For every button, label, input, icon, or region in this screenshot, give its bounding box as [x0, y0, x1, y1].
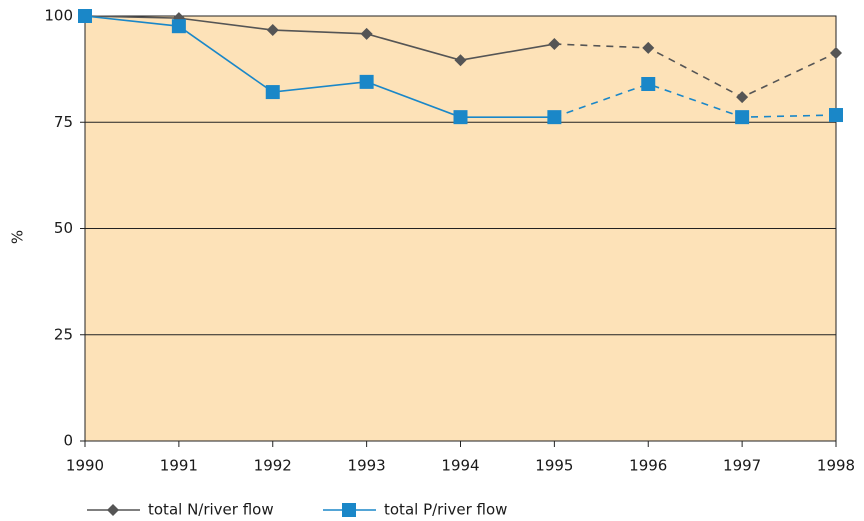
y-tick-label: 75	[54, 113, 73, 131]
marker	[547, 110, 562, 125]
marker	[78, 9, 92, 23]
x-tick-label: 1990	[66, 457, 104, 475]
y-tick-label: 0	[63, 432, 73, 450]
dashed-line	[554, 83, 837, 118]
x-tick-label: 1996	[629, 457, 667, 475]
marker	[266, 24, 279, 37]
dashed-line	[554, 43, 837, 99]
marker	[548, 38, 561, 51]
series-line	[84, 15, 555, 118]
marker	[359, 74, 374, 89]
x-tick-label: 1991	[160, 457, 198, 475]
x-tick-label: 1995	[535, 457, 573, 475]
series-line	[84, 15, 555, 62]
marker	[360, 27, 373, 40]
marker	[453, 110, 468, 125]
marker	[107, 504, 119, 516]
x-tick-label: 1993	[348, 457, 386, 475]
marker	[736, 91, 749, 104]
x-tick-label: 1994	[441, 457, 479, 475]
marker	[829, 108, 843, 123]
marker	[735, 110, 750, 125]
marker	[641, 77, 656, 91]
legend-label: total P/river flow	[384, 501, 507, 519]
marker	[454, 54, 467, 67]
x-tick-label: 1992	[254, 457, 292, 475]
marker	[265, 85, 280, 100]
y-axis-label: %	[9, 230, 27, 244]
y-tick-label: 50	[54, 219, 73, 237]
y-tick-label: 25	[54, 325, 73, 343]
y-tick-label: 100	[44, 7, 73, 25]
marker	[342, 503, 356, 517]
marker	[642, 41, 655, 54]
marker	[171, 19, 186, 34]
x-tick-label: 1998	[817, 457, 855, 475]
marker	[830, 46, 842, 59]
x-tick-label: 1997	[723, 457, 761, 475]
legend-label: total N/river flow	[148, 501, 274, 519]
